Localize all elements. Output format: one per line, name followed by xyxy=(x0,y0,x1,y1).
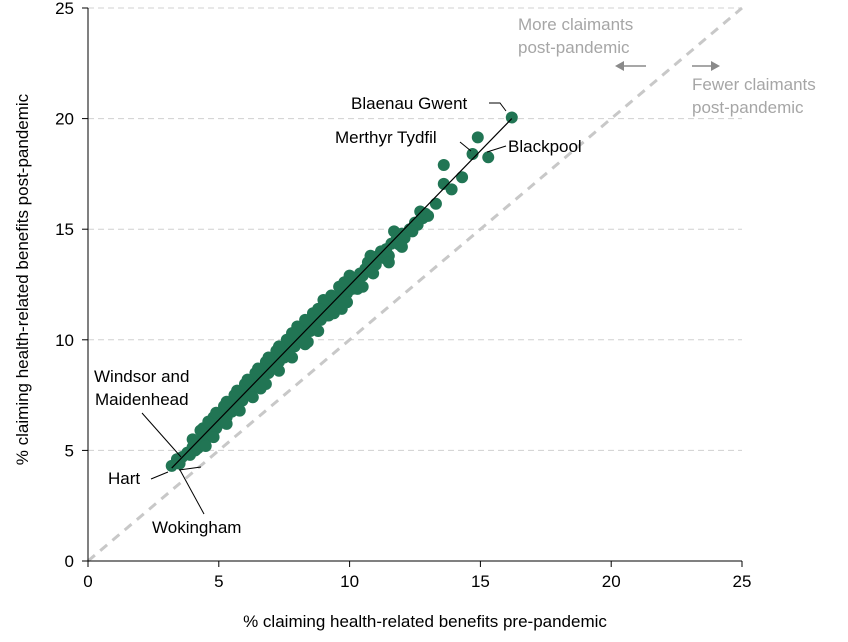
data-point-166 xyxy=(194,424,207,437)
leader-blackpool xyxy=(486,145,507,153)
data-point-57 xyxy=(165,459,178,472)
data-point-136 xyxy=(312,324,325,337)
y-tick-label-10: 10 xyxy=(55,331,74,350)
data-point-161 xyxy=(241,373,254,386)
data-point-152 xyxy=(364,249,377,262)
data-point-1 xyxy=(471,131,484,144)
x-tick-label-10: 10 xyxy=(340,572,359,591)
data-point-117 xyxy=(367,267,380,280)
annotation-windsor-and-maidenhead-line1: Windsor and xyxy=(94,367,189,386)
annotation-hart: Hart xyxy=(108,469,140,488)
data-point-2 xyxy=(482,151,495,164)
annotation-leader-lines xyxy=(141,102,507,515)
axes xyxy=(87,8,742,562)
region-label-fewer-line2: post-pandemic xyxy=(692,98,804,117)
y-tick-label-0: 0 xyxy=(65,552,74,571)
data-point-164 xyxy=(210,406,223,419)
x-tick-labels: 0 5 10 15 20 25 xyxy=(83,561,751,591)
leader-blaenau-gwent xyxy=(489,102,507,112)
data-point-154 xyxy=(325,289,338,302)
data-points xyxy=(165,111,518,472)
data-point-132 xyxy=(382,256,395,269)
region-label-fewer: Fewer claimants post-pandemic xyxy=(692,61,816,117)
gridlines xyxy=(88,7,742,451)
arrow-right-icon xyxy=(692,61,720,71)
data-point-142 xyxy=(233,404,246,417)
x-tick-label-15: 15 xyxy=(471,572,490,591)
y-tick-label-20: 20 xyxy=(55,110,74,129)
data-point-143 xyxy=(220,417,233,430)
leader-hart-connector xyxy=(178,466,202,471)
data-point-155 xyxy=(312,302,325,315)
annotation-wokingham: Wokingham xyxy=(152,518,241,537)
x-tick-label-25: 25 xyxy=(733,572,752,591)
x-axis-title: % claiming health-related benefits pre-p… xyxy=(243,612,607,631)
data-point-145 xyxy=(199,439,212,452)
trend-line xyxy=(171,118,513,469)
leader-wokingham xyxy=(179,469,205,515)
annotation-blackpool: Blackpool xyxy=(508,137,582,156)
data-point-157 xyxy=(286,327,299,340)
y-tick-labels: 0 5 10 15 20 25 xyxy=(55,0,88,571)
data-point-144 xyxy=(207,431,220,444)
leader-hart xyxy=(150,471,169,480)
data-point-139 xyxy=(272,364,285,377)
region-label-fewer-line1: Fewer claimants xyxy=(692,75,816,94)
data-point-4 xyxy=(437,159,450,172)
data-point-3 xyxy=(466,147,479,160)
data-point-150 xyxy=(414,205,427,218)
data-point-5 xyxy=(456,171,469,184)
x-tick-label-5: 5 xyxy=(214,572,223,591)
x-tick-label-0: 0 xyxy=(83,572,92,591)
data-point-151 xyxy=(388,225,401,238)
y-tick-label-5: 5 xyxy=(65,441,74,460)
equality-reference-line xyxy=(87,6,743,563)
data-point-8 xyxy=(429,197,442,210)
data-point-131 xyxy=(395,240,408,253)
annotation-windsor-and-maidenhead-line2: Maidenhead xyxy=(95,390,189,409)
region-label-more-line2: post-pandemic xyxy=(518,38,630,57)
data-point-147 xyxy=(301,336,314,349)
data-point-146 xyxy=(335,302,348,315)
data-point-158 xyxy=(272,340,285,353)
annotation-merthyr-tydfil: Merthyr Tydfil xyxy=(335,128,437,147)
region-label-more: More claimants post-pandemic xyxy=(518,15,646,71)
leader-windsor-and-maidenhead xyxy=(141,412,182,458)
data-point-0 xyxy=(505,111,518,124)
data-point-138 xyxy=(286,351,299,364)
data-point-153 xyxy=(338,276,351,289)
data-point-59 xyxy=(406,225,419,238)
region-label-more-line1: More claimants xyxy=(518,15,633,34)
data-point-148 xyxy=(254,382,267,395)
annotation-blaenau-gwent: Blaenau Gwent xyxy=(351,94,468,113)
leader-merthyr-tydfil xyxy=(459,141,472,152)
data-point-156 xyxy=(299,313,312,326)
y-axis-title: % claiming health-related benefits post-… xyxy=(13,93,32,465)
y-tick-label-25: 25 xyxy=(55,0,74,18)
data-point-162 xyxy=(231,384,244,397)
x-tick-label-20: 20 xyxy=(602,572,621,591)
data-point-133 xyxy=(356,280,369,293)
data-point-141 xyxy=(246,391,259,404)
data-point-115 xyxy=(186,433,199,446)
y-tick-label-15: 15 xyxy=(55,220,74,239)
data-point-159 xyxy=(262,351,275,364)
data-point-160 xyxy=(252,362,265,375)
data-point-163 xyxy=(220,395,233,408)
data-point-7 xyxy=(445,183,458,196)
data-point-165 xyxy=(202,415,215,428)
arrow-left-icon xyxy=(615,61,646,71)
